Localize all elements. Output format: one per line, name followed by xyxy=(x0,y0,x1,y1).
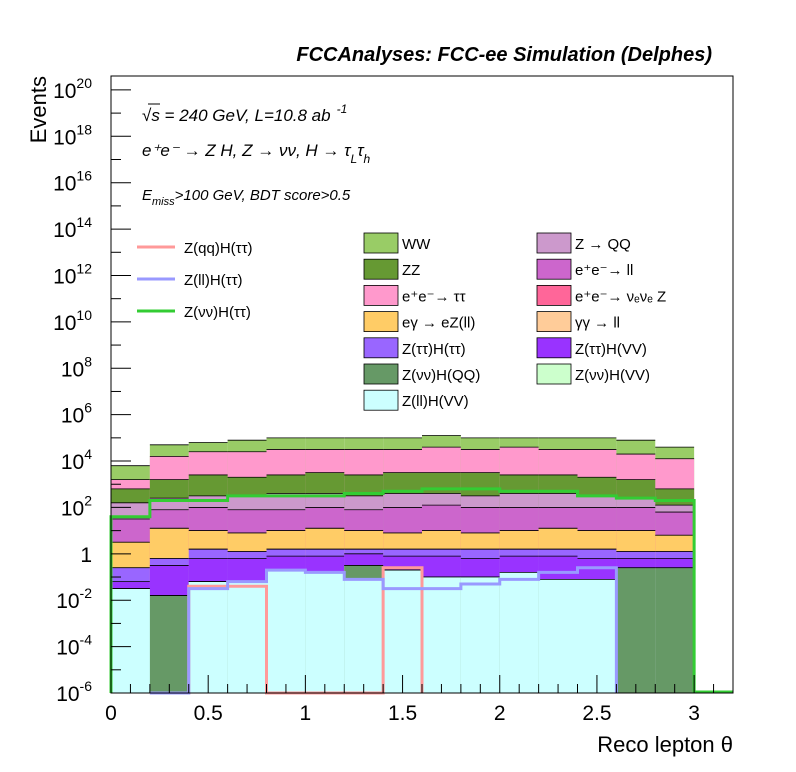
stack-bar xyxy=(577,579,617,693)
legend-label: Z → QQ xyxy=(575,236,631,253)
legend: Z(qq)H(ττ) Z(ll)H(ττ) Z(νν)H(ττ) WW ZZ e⁺e⁻→ … xyxy=(137,232,666,411)
y-tick-label: 10-6 xyxy=(56,678,92,706)
y-tick-label: 102 xyxy=(61,492,92,520)
legend-swatch xyxy=(536,232,572,254)
stack-bar xyxy=(383,570,422,693)
legend-label: e⁺e⁻→ ττ xyxy=(402,288,466,305)
signal-line xyxy=(109,487,696,693)
legend-label: Z(ττ)H(VV) xyxy=(575,341,647,358)
y-tick-label: 1018 xyxy=(53,121,92,149)
annotation-block: √s = 240 GeV, L=10.8 ab -1 e⁺e⁻ → Z H, Z … xyxy=(142,102,371,208)
x-tick-label: 0.5 xyxy=(194,702,223,725)
legend-swatch xyxy=(363,337,399,359)
y-tick-label: 1014 xyxy=(53,214,92,242)
legend-label: Z(ll)H(VV) xyxy=(402,393,469,410)
stack-bar xyxy=(422,577,461,693)
legend-swatch xyxy=(536,258,572,280)
y-tick-label: 1020 xyxy=(53,75,92,103)
legend-signal-label: Z(νν)H(ττ) xyxy=(184,304,251,321)
legend-label: eγ → eZ(ll) xyxy=(402,315,475,332)
stack-bar xyxy=(344,579,384,693)
annotation-process: e⁺e⁻ → Z H, Z → νν, H → τLτh xyxy=(142,141,371,166)
legend-label: ZZ xyxy=(402,262,420,279)
legend-label: Z(νν)H(VV) xyxy=(575,367,650,384)
signal-line xyxy=(149,566,618,695)
y-tick-label: 1012 xyxy=(53,260,92,288)
chart-title: FCCAnalyses: FCC-ee Simulation (Delphes) xyxy=(296,44,712,66)
legend-swatch xyxy=(363,232,399,254)
y-tick-label: 106 xyxy=(61,400,92,428)
legend-swatch xyxy=(363,311,399,333)
legend-label: e⁺e⁻→ ll xyxy=(575,262,633,279)
annotation-cuts: Emiss>100 GeV, BDT score>0.5 xyxy=(142,187,351,208)
y-tick-label: 104 xyxy=(61,446,92,474)
legend-swatch xyxy=(363,389,399,411)
x-tick-label: 0 xyxy=(105,702,117,725)
y-tick-label: 108 xyxy=(61,353,92,381)
legend-label: γγ → ll xyxy=(575,315,620,332)
y-axis: 10-6 10-4 10-2 1 102 104 106 108 1010 1012 1014 101… xyxy=(53,75,131,706)
x-tick-label: 2 xyxy=(494,702,506,725)
legend-swatch xyxy=(536,363,572,385)
x-tick-label: 1 xyxy=(300,702,312,725)
legend-label: Z(ττ)H(ττ) xyxy=(402,341,466,358)
legend-swatch xyxy=(363,284,399,306)
stack-bar xyxy=(188,581,228,693)
stack-bar xyxy=(149,595,189,693)
x-tick-label: 1.5 xyxy=(388,702,417,725)
legend-swatch xyxy=(536,311,572,333)
y-tick-label: 10-2 xyxy=(56,585,92,613)
y-tick-label: 10-4 xyxy=(56,632,92,660)
stack-bar xyxy=(460,577,500,693)
stack-bar xyxy=(266,570,306,693)
legend-label: Z(νν)H(QQ) xyxy=(402,367,480,384)
stack-bar xyxy=(111,588,150,693)
stack-bar xyxy=(227,581,267,693)
x-axis: 0 0.5 1 1.5 2 2.5 3 xyxy=(105,675,715,725)
legend-swatch xyxy=(363,258,399,280)
y-tick-label: 1010 xyxy=(53,307,92,335)
stack-bar xyxy=(499,572,539,693)
legend-signal-label: Z(qq)H(ττ) xyxy=(184,240,253,257)
legend-swatch xyxy=(363,363,399,385)
stack-bar xyxy=(538,579,578,693)
y-tick-label: 1 xyxy=(80,544,92,567)
legend-label: e⁺e⁻→ νₑνₑ Z xyxy=(575,288,666,305)
legend-swatch xyxy=(536,284,572,306)
stack-bar xyxy=(616,567,656,693)
stack-bar xyxy=(305,572,345,693)
legend-label: WW xyxy=(402,236,431,253)
x-axis-label: Reco lepton θ xyxy=(597,732,733,757)
x-tick-label: 3 xyxy=(688,702,700,725)
legend-signal-label: Z(ll)H(ττ) xyxy=(184,272,243,289)
stack-bar xyxy=(655,567,695,693)
stack-bars xyxy=(111,435,695,693)
legend-swatch xyxy=(536,337,572,359)
y-tick-label: 1016 xyxy=(53,168,92,196)
annotation-energy: √s = 240 GeV, L=10.8 ab -1 xyxy=(142,102,347,125)
x-tick-label: 2.5 xyxy=(582,702,611,725)
y-axis-label: Events xyxy=(26,76,51,143)
